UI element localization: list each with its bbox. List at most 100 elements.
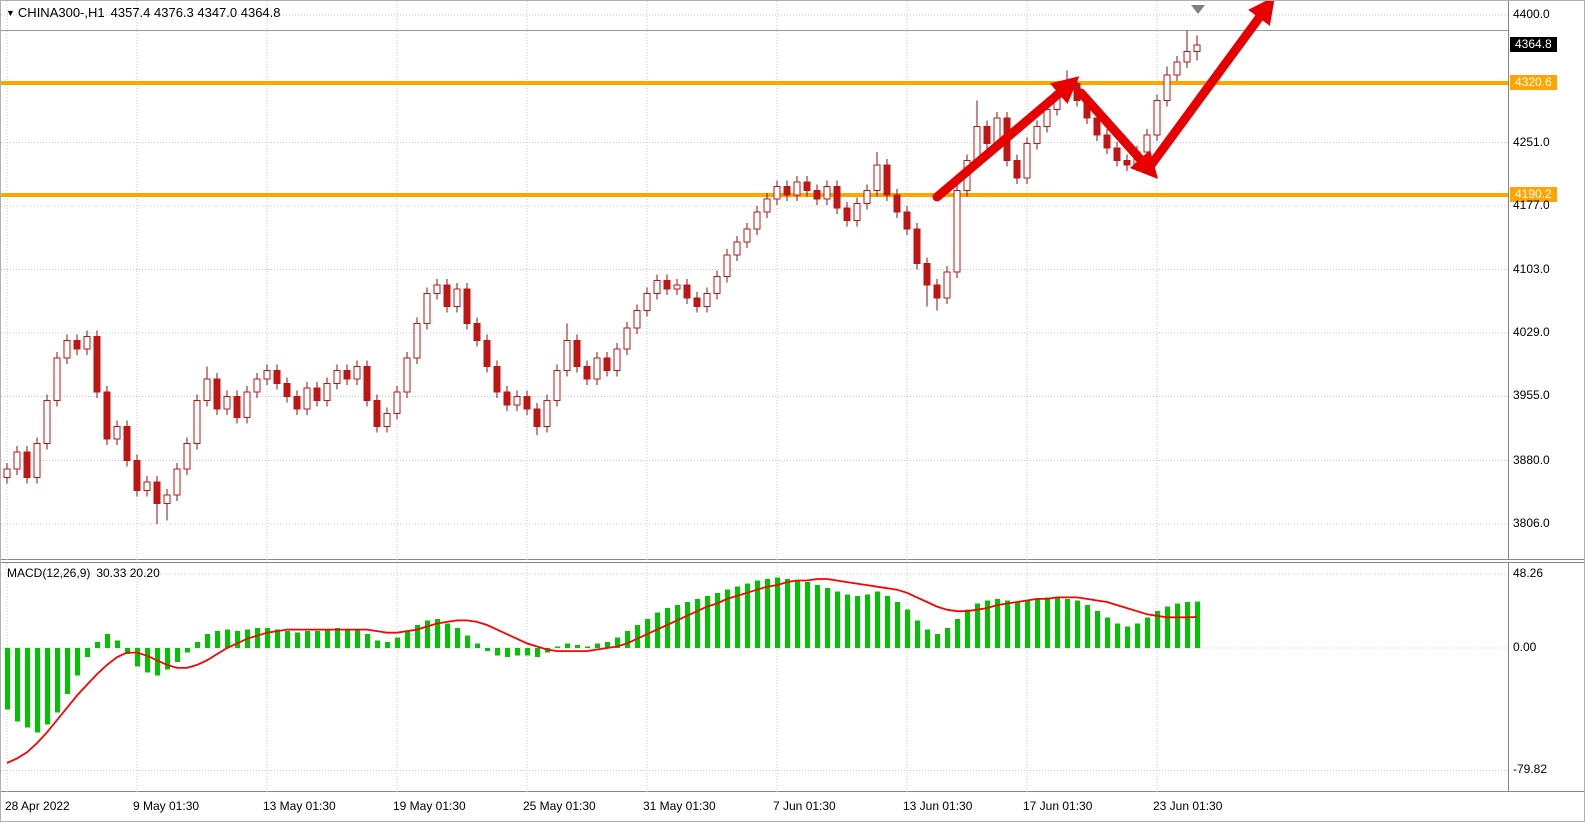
candle: [223, 395, 231, 410]
price-tick-label: 4251.0: [1513, 134, 1550, 149]
vertical-gridlines-main: [6, 1, 1158, 560]
macd-bar: [725, 589, 730, 648]
candle: [843, 207, 851, 222]
time-tick-label: 25 May 01:30: [523, 799, 596, 813]
candle: [23, 451, 31, 479]
level-price-label: 4320.6: [1510, 75, 1557, 91]
macd-bar: [295, 632, 300, 648]
level-price-label: 4190.2: [1510, 186, 1557, 202]
horizontal-gridlines-main: [1, 14, 1508, 525]
candle: [873, 164, 881, 192]
candle: [1113, 147, 1121, 162]
horizontal-level-lines[interactable]: [1, 81, 1508, 197]
price-scale[interactable]: 4400.0 4364.8 4320.6 4251.0 4190.2 4177.0 4103…: [1508, 1, 1584, 560]
macd-bar: [795, 580, 800, 648]
candle: [433, 284, 441, 294]
candle: [1143, 134, 1151, 153]
candle: [463, 288, 471, 324]
macd-bar: [555, 646, 560, 648]
macd-bar: [815, 585, 820, 648]
candle: [283, 382, 291, 397]
candle: [83, 335, 91, 350]
macd-bar: [375, 640, 380, 648]
macd-bar: [765, 578, 770, 648]
macd-bar: [5, 648, 10, 710]
macd-bar: [995, 598, 1000, 648]
macd-indicator-pane[interactable]: MACD(12,26,9) 30.33 20.20: [1, 562, 1508, 793]
candle: [153, 481, 161, 504]
candle: [1183, 51, 1191, 63]
candle: [1103, 134, 1111, 149]
candle: [913, 228, 921, 265]
trend-arrows[interactable]: [932, 1, 1275, 202]
macd-bar: [685, 601, 690, 648]
candle: [923, 263, 931, 286]
candle: [1023, 143, 1031, 179]
price-tick-label: 4029.0: [1513, 324, 1550, 339]
candle: [893, 194, 901, 213]
macd-bar: [715, 592, 720, 648]
macd-tick-label: -79.82: [1513, 762, 1548, 777]
candle: [343, 370, 351, 380]
ohlc-readout: 4357.4 4376.3 4347.0 4364.8: [110, 5, 281, 20]
macd-bar: [155, 648, 160, 676]
macd-bar: [165, 648, 170, 670]
macd-bar: [65, 648, 70, 695]
time-tick-label: 9 May 01:30: [133, 799, 200, 813]
trend-arrow[interactable]: [1076, 88, 1159, 180]
macd-bar: [945, 628, 950, 648]
candle: [63, 340, 71, 359]
macd-bar: [1095, 611, 1100, 648]
candle: [583, 365, 591, 380]
macd-bar: [15, 648, 20, 722]
macd-label: MACD(12,26,9): [7, 566, 91, 580]
macd-bar: [925, 629, 930, 648]
macd-bar: [455, 628, 460, 648]
macd-bar: [1135, 623, 1140, 648]
main-chart-pane[interactable]: ▼ CHINA300-,H1 4357.4 4376.3 4347.0 4364.8: [1, 1, 1508, 560]
candle: [683, 284, 691, 299]
macd-bar: [695, 598, 700, 648]
macd-bar: [1105, 617, 1110, 648]
candle: [743, 228, 751, 243]
macd-bar: [865, 594, 870, 648]
macd-tick-label: 0.00: [1513, 640, 1537, 654]
macd-bar: [805, 582, 810, 648]
macd-bar: [45, 648, 50, 725]
macd-scale[interactable]: 48.26 0.00 -79.82: [1508, 562, 1584, 792]
macd-bar: [95, 641, 100, 648]
macd-bar: [605, 641, 610, 648]
time-tick-label: 28 Apr 2022: [5, 799, 70, 813]
candles-layer: [3, 30, 1201, 524]
macd-bar: [905, 609, 910, 648]
macd-values: 30.33 20.20: [96, 566, 160, 580]
macd-bar: [495, 648, 500, 656]
candle: [253, 378, 261, 393]
macd-bar: [585, 646, 590, 648]
candle: [1193, 44, 1201, 53]
macd-bar: [225, 629, 230, 648]
macd-bar: [345, 629, 350, 648]
trend-arrow[interactable]: [932, 76, 1080, 202]
macd-bar: [825, 588, 830, 648]
candle: [193, 400, 201, 444]
time-tick-label: 13 May 01:30: [263, 799, 336, 813]
candle: [1013, 160, 1021, 179]
macd-bar: [1055, 597, 1060, 648]
time-scale[interactable]: 28 Apr 2022 9 May 01:30 13 May 01:30 19 May…: [1, 792, 1584, 821]
macd-bar: [1125, 626, 1130, 648]
macd-bar: [675, 605, 680, 648]
macd-bar: [1015, 601, 1020, 648]
macd-bar: [115, 640, 120, 648]
macd-bar: [205, 634, 210, 648]
candle: [1173, 61, 1181, 76]
candle: [13, 451, 21, 470]
macd-bar: [465, 635, 470, 648]
trend-arrow[interactable]: [1146, 1, 1275, 170]
macd-bar: [1005, 600, 1010, 648]
candle: [453, 288, 461, 307]
time-tick-label: 19 May 01:30: [393, 799, 466, 813]
candle: [603, 357, 611, 372]
macd-title: MACD(12,26,9) 30.33 20.20: [7, 566, 166, 580]
candle: [423, 292, 431, 324]
